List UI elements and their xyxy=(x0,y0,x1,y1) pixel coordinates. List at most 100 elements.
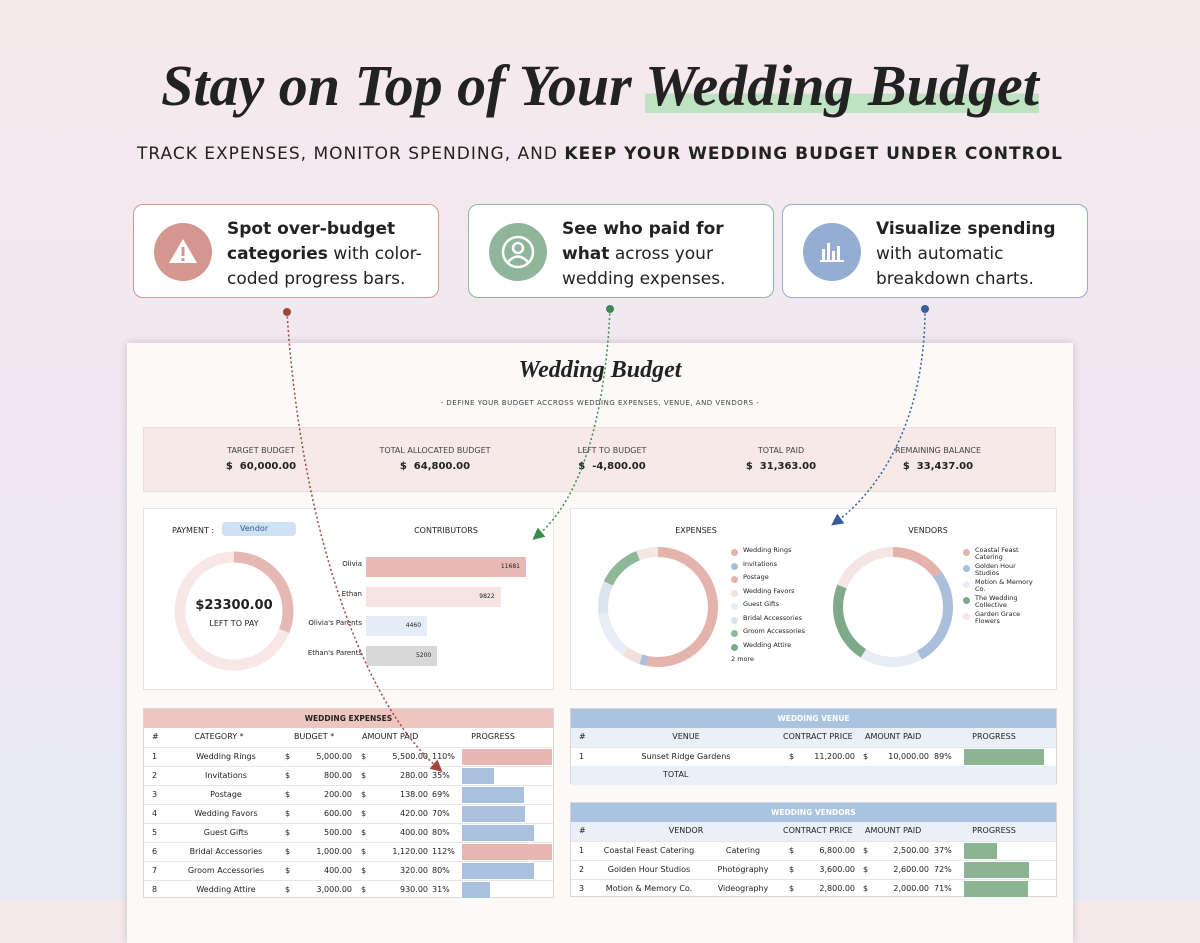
table-title: WEDDING VENDORS xyxy=(571,803,1056,822)
feature-desc: across your wedding expenses. xyxy=(562,244,726,289)
summary-label: TOTAL ALLOCATED BUDGET xyxy=(379,446,491,455)
table-header: # CATEGORY * BUDGET * AMOUNT PAID PROGRESS xyxy=(144,728,553,747)
progress-bar xyxy=(462,749,552,765)
legend-label: Bridal Accessories xyxy=(743,613,803,622)
progress-label: 35% xyxy=(432,771,450,780)
icon xyxy=(169,239,197,263)
summary-value: $ 60,000.00 xyxy=(225,461,297,472)
table-cell: $ xyxy=(285,809,291,818)
arrow xyxy=(286,311,443,772)
table-cell: $ xyxy=(789,865,795,874)
table-cell: $ xyxy=(361,847,367,856)
column-header: AMOUNT PAID xyxy=(362,732,419,741)
progress-cell xyxy=(462,844,552,860)
feature-icon xyxy=(154,223,212,281)
progress-label: 112% xyxy=(432,847,455,856)
contributors-title: CONTRIBUTORS xyxy=(414,526,478,535)
table-cell: 320.00 xyxy=(400,866,428,875)
arrow xyxy=(532,308,611,540)
progress-cell xyxy=(462,787,552,803)
donut-segment xyxy=(174,551,294,671)
donut-segment xyxy=(598,547,718,667)
feature-card: Spot over-budget categories with color-c… xyxy=(133,204,439,298)
summary-value: $ 31,363.00 xyxy=(745,461,817,472)
table-cell: $ xyxy=(285,866,291,875)
table-cell: 1 xyxy=(579,846,585,855)
feature-card: See who paid for what across your weddin… xyxy=(468,204,774,298)
progress-bar xyxy=(964,843,998,859)
arrow xyxy=(831,308,926,526)
table-cell: 600.00 xyxy=(324,809,352,818)
progress-bar xyxy=(964,862,1029,878)
table-cell: 3,000.00 xyxy=(316,885,352,894)
progress-bar xyxy=(462,768,494,784)
table-cell: $ xyxy=(285,752,291,761)
progress-label: 69% xyxy=(432,790,450,799)
legend-swatch xyxy=(731,576,738,583)
contributor-label: Olivia's Parents xyxy=(308,619,362,627)
table-cell: Bridal Accessories xyxy=(189,847,263,856)
progress-cell xyxy=(462,768,552,784)
progress-cell xyxy=(462,825,552,841)
contributor-label: Ethan xyxy=(341,589,362,598)
contributor-label: Ethan's Parents xyxy=(307,648,362,657)
table-cell: 280.00 xyxy=(400,771,428,780)
progress-cell xyxy=(462,863,552,879)
table-row: 4 Wedding Favors $600.00 $420.00 70% xyxy=(144,804,553,823)
table-cell: 200.00 xyxy=(324,790,352,799)
payment-filter[interactable]: Vendor xyxy=(222,522,296,536)
table-row: 6 Bridal Accessories $1,000.00 $1,120.00 112… xyxy=(144,842,553,861)
table-row: 1 Coastal Feast Catering Catering $6,800.00… xyxy=(571,841,1056,860)
column-header: PROGRESS xyxy=(972,732,1016,741)
legend-label: Coastal Feast Catering xyxy=(975,546,1019,561)
progress-label: 110% xyxy=(432,752,455,761)
legend-label: Motion & Memory Co. xyxy=(975,578,1033,593)
contributor-label: Olivia xyxy=(342,560,362,568)
summary-value: $ 33,437.00 xyxy=(902,461,974,472)
progress-cell xyxy=(462,749,552,765)
table-row: 2 Invitations $800.00 $280.00 35% xyxy=(144,766,553,785)
table-cell: 2,600.00 xyxy=(893,865,929,874)
legend-label: Golden Hour Studios xyxy=(975,562,1016,577)
legend-label: Groom Accessories xyxy=(743,627,806,635)
table-cell: $ xyxy=(863,752,869,761)
legend-label: Guest Gifts xyxy=(743,600,780,608)
table-cell: 6,800.00 xyxy=(819,846,855,855)
left-to-pay-caption: LEFT TO PAY xyxy=(209,619,259,628)
table-cell: 500.00 xyxy=(324,828,352,837)
column-header: PROGRESS xyxy=(972,826,1016,835)
progress-label: 80% xyxy=(432,828,450,837)
legend-label: The Wedding Collective xyxy=(975,594,1018,609)
donut-segment xyxy=(833,547,953,667)
table-cell: $ xyxy=(285,885,291,894)
legend-swatch xyxy=(963,549,970,556)
progress-cell xyxy=(964,843,1054,859)
feature-bold: See who paid for what xyxy=(562,219,724,264)
column-header: VENDOR xyxy=(668,826,704,835)
progress-label: 89% xyxy=(934,752,952,761)
table-title: WEDDING VENUE xyxy=(571,709,1056,728)
donut-segment xyxy=(833,547,953,667)
summary-band: TARGET BUDGET $ 60,000.00 TOTAL ALLOCATED … xyxy=(143,427,1056,492)
contributor-value: 11681 xyxy=(500,563,520,570)
table-cell: 1 xyxy=(579,752,585,761)
table-cell: $ xyxy=(789,884,795,893)
table-cell: $ xyxy=(789,752,795,761)
feature-text: See who paid for what across your weddin… xyxy=(562,217,762,292)
table-cell: Catering xyxy=(725,846,761,855)
legend-label: Wedding Rings xyxy=(743,546,792,554)
progress-cell xyxy=(964,881,1054,897)
feature-icon xyxy=(489,223,547,281)
progress-bar xyxy=(964,749,1045,765)
legend-label: Wedding Favors xyxy=(743,586,795,595)
table-cell: Golden Hour Studios xyxy=(607,865,691,874)
chart-title: VENDORS xyxy=(908,526,948,535)
table-cell: 2,000.00 xyxy=(893,884,929,893)
donut-segment xyxy=(833,547,953,667)
table-cell: $ xyxy=(285,828,291,837)
table-header: # VENUE CONTRACT PRICE AMOUNT PAID PROGRESS xyxy=(571,728,1056,747)
donut-segment xyxy=(598,547,718,667)
feature-text: Spot over-budget categories with color-c… xyxy=(227,217,427,292)
table-cell: Postage xyxy=(210,790,242,799)
contributor-value: 5200 xyxy=(415,651,432,659)
